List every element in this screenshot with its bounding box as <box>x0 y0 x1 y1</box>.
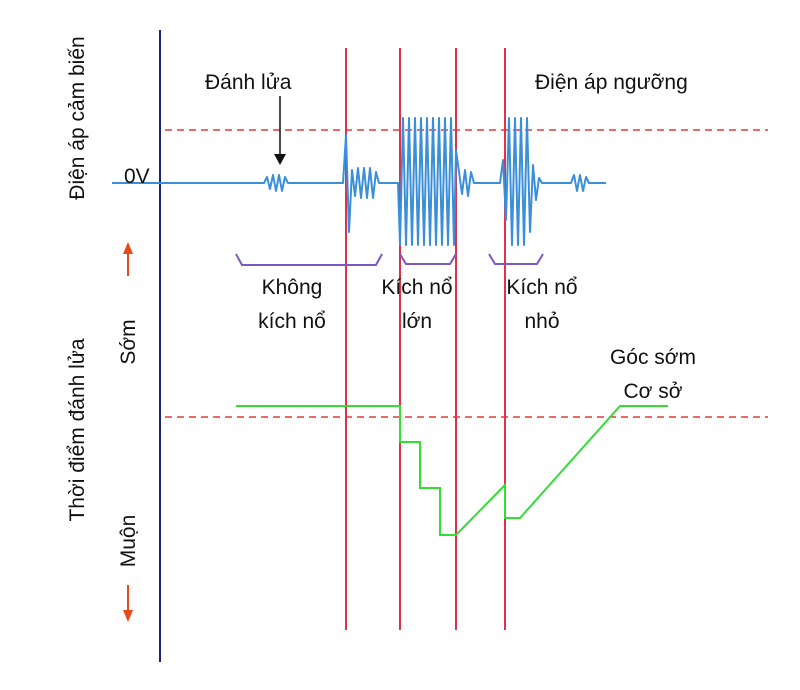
no-knock-label-line1: Không <box>262 276 323 299</box>
base-advance-label-line2: Cơ sở <box>623 380 682 403</box>
bracket-no-knock <box>235 253 383 266</box>
threshold-voltage-label: Điện áp ngưỡng <box>535 71 688 94</box>
early-label: Sớm <box>117 319 140 364</box>
sensor-voltage-axis-label: Điện áp cảm biến <box>66 36 89 199</box>
late-direction-arrow <box>123 585 133 622</box>
late-label: Muộn <box>117 515 140 568</box>
big-knock-label-line1: Kích nổ <box>381 276 452 299</box>
early-direction-arrow <box>123 242 133 276</box>
ignition-timing-axis-label: Thời điểm đánh lửa <box>66 338 89 521</box>
zero-volt-label: 0V <box>124 165 150 188</box>
bracket-small-knock <box>488 253 544 265</box>
ignition-label: Đánh lửa <box>205 71 292 94</box>
no-knock-label-line2: kích nổ <box>258 310 326 333</box>
sensor-signal-waveform <box>112 117 606 246</box>
small-knock-label-line1: Kích nổ <box>506 276 577 299</box>
ignition-arrow-head <box>274 154 286 165</box>
bracket-big-knock <box>399 253 457 265</box>
big-knock-label-line2: lớn <box>402 310 432 333</box>
base-advance-label-line1: Góc sớm <box>610 346 696 369</box>
small-knock-label-line2: nhỏ <box>524 310 559 333</box>
ignition-timing-line <box>236 405 668 536</box>
